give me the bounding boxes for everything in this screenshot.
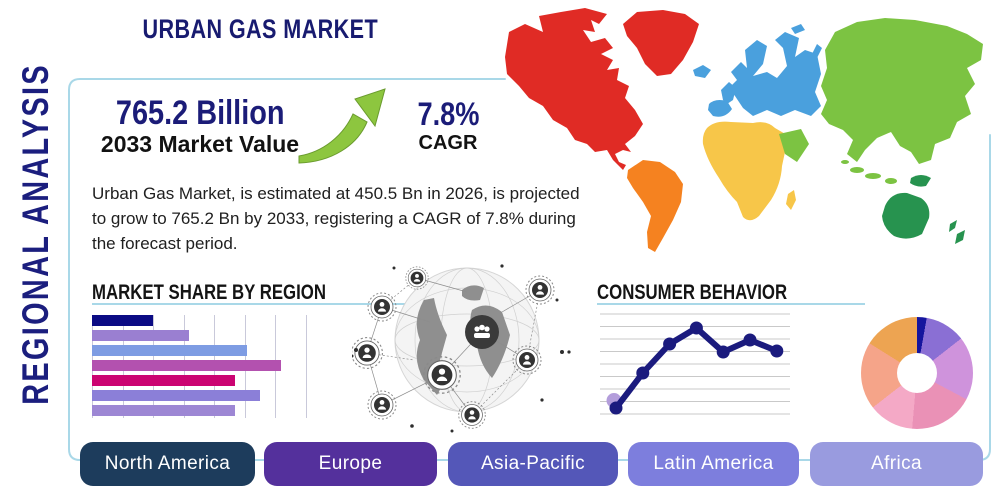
map-sea-island xyxy=(850,167,864,173)
people-node-icon xyxy=(465,315,499,349)
map-europe xyxy=(729,32,821,116)
map-arabia xyxy=(779,129,809,162)
market-value-stat: 765.2 Billion 2033 Market Value xyxy=(85,96,315,158)
page-title: URBAN GAS MARKET xyxy=(142,14,378,44)
map-svalbard xyxy=(791,24,805,34)
map-sea-island xyxy=(865,173,881,179)
map-new-zealand xyxy=(949,220,957,232)
bar-chart-underline xyxy=(92,303,458,305)
region-button-latin-america[interactable]: Latin America xyxy=(628,442,799,486)
map-new-guinea xyxy=(910,175,931,187)
bar-region-4 xyxy=(92,360,281,371)
bar-chart-title: MARKET SHARE BY REGION xyxy=(92,281,326,304)
side-label: REGIONAL ANALYSIS xyxy=(15,62,56,405)
line-chart-title: CONSUMER BEHAVIOR xyxy=(597,281,788,304)
line-chart-underline xyxy=(597,303,865,305)
bar-region-3 xyxy=(92,345,248,356)
region-button-europe[interactable]: Europe xyxy=(264,442,437,486)
donut-chart-hole xyxy=(897,353,937,393)
bar-gridline xyxy=(305,315,307,418)
map-uk xyxy=(721,82,736,104)
bar-region-1 xyxy=(92,315,153,326)
growth-arrow-icon xyxy=(298,88,386,164)
map-iceland xyxy=(693,65,711,78)
region-button-africa[interactable]: Africa xyxy=(810,442,983,486)
market-value: 765.2 Billion xyxy=(115,94,285,132)
line-chart xyxy=(600,313,790,415)
map-sea-island xyxy=(885,178,897,184)
bar-region-5 xyxy=(92,375,235,386)
market-description: Urban Gas Market, is estimated at 450.5 … xyxy=(92,184,580,253)
cagr-label: CAGR xyxy=(418,132,478,154)
globe-network-graphic xyxy=(352,264,571,433)
region-button-north-america[interactable]: North America xyxy=(80,442,255,486)
map-iberia xyxy=(708,100,732,117)
cagr-stat: 7.8% CAGR xyxy=(398,98,498,155)
map-africa xyxy=(702,121,789,221)
bar-region-7 xyxy=(92,405,235,416)
region-button-asia-pacific[interactable]: Asia-Pacific xyxy=(448,442,618,486)
market-value-label: 2033 Market Value xyxy=(100,131,300,157)
donut-chart xyxy=(861,317,973,429)
map-sea-island xyxy=(841,160,849,164)
bar-region-2 xyxy=(92,330,189,341)
map-asia xyxy=(821,18,983,164)
map-japan xyxy=(899,94,909,130)
map-greenland xyxy=(623,10,699,76)
map-south-america xyxy=(627,160,683,252)
cagr-value: 7.8% xyxy=(417,96,479,132)
map-australia xyxy=(882,192,930,239)
bar-region-6 xyxy=(92,390,260,401)
world-map xyxy=(505,8,983,252)
bar-chart-bars xyxy=(92,315,308,416)
map-new-zealand xyxy=(955,230,965,244)
map-madagascar xyxy=(786,190,796,210)
bar-chart xyxy=(92,315,308,418)
map-novaya-zemlya xyxy=(807,44,822,68)
map-north-america xyxy=(505,8,643,170)
